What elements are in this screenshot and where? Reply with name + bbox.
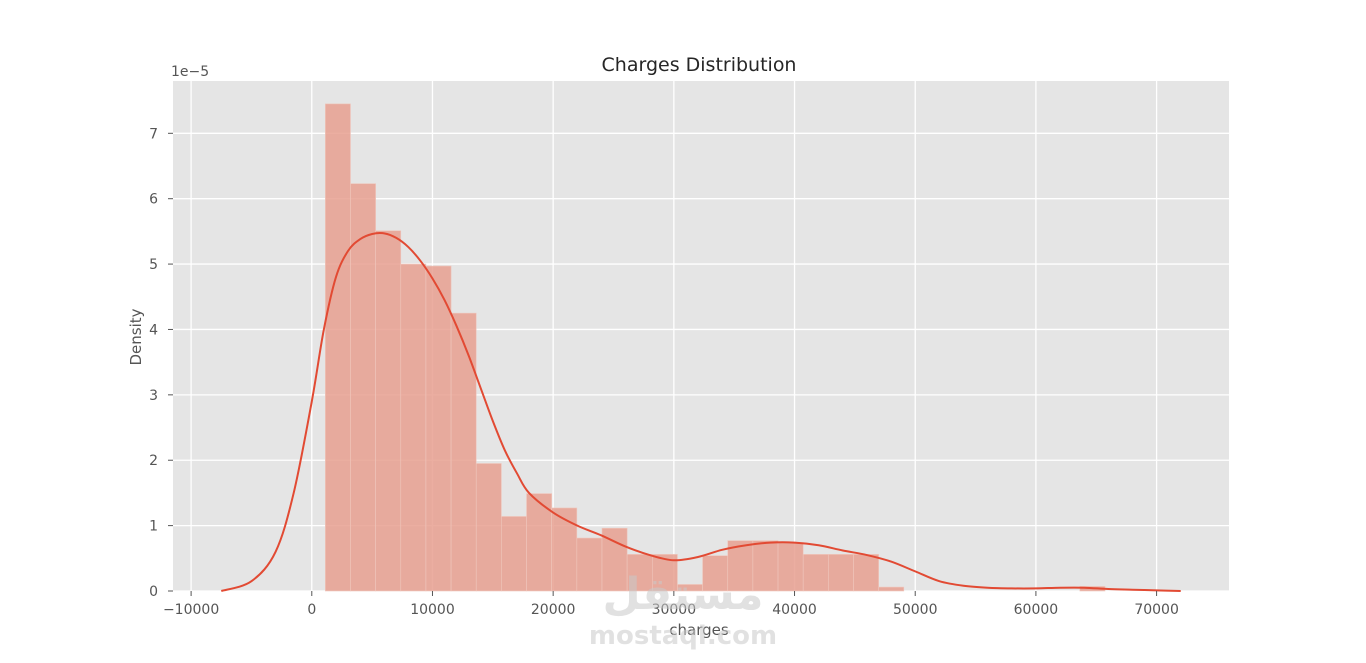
y-offset-text: 1e−5 [171, 64, 209, 80]
histogram-bar [601, 527, 628, 592]
y-tick-label: 7 [149, 126, 158, 142]
histogram-bar [350, 183, 376, 592]
x-axis-ticks: −10000 0 10000 20000 30000 40000 50000 60000 700… [163, 591, 1179, 618]
y-axis-label: Density [127, 308, 145, 365]
y-tick-label: 2 [149, 453, 158, 469]
watermark-arabic: مستقل [603, 569, 764, 620]
y-axis-ticks: 0 1 2 3 4 5 6 7 [149, 126, 173, 600]
histogram-bar [853, 554, 879, 592]
histogram-bar [475, 463, 502, 592]
kde-line [220, 232, 1181, 592]
x-axis-label: charges [669, 621, 729, 639]
histogram-bar [802, 554, 829, 592]
histogram-bar [325, 103, 351, 592]
histogram-bar [375, 230, 402, 592]
histogram-bar [551, 507, 578, 592]
histogram-bars [325, 103, 1106, 592]
histogram-bar [450, 312, 477, 592]
histogram-bar [425, 265, 452, 592]
y-tick-label: 4 [149, 322, 158, 338]
histogram-bar [727, 540, 754, 592]
x-tick-label: 20000 [531, 602, 576, 618]
x-tick-label: 40000 [772, 602, 817, 618]
chart-title: Charges Distribution [602, 54, 797, 76]
y-tick-label: 5 [149, 257, 158, 273]
y-tick-label: 3 [149, 388, 158, 404]
histogram-bar [626, 554, 653, 592]
x-tick-label: 10000 [410, 602, 455, 618]
x-tick-label: 60000 [1014, 602, 1059, 618]
x-tick-label: 50000 [893, 602, 938, 618]
histogram-bar [878, 586, 905, 592]
y-tick-label: 0 [149, 584, 158, 600]
x-tick-label: 0 [307, 602, 316, 618]
histogram-bar [828, 554, 854, 592]
x-tick-label: 30000 [652, 602, 697, 618]
histogram-bar [752, 540, 779, 592]
histogram-bar [400, 263, 427, 592]
x-tick-label: −10000 [163, 602, 219, 618]
y-tick-label: 1 [149, 519, 158, 535]
histogram-bar [501, 516, 527, 592]
histogram-bar [576, 537, 603, 592]
histogram-bar [702, 555, 729, 592]
x-tick-label: 70000 [1134, 602, 1179, 618]
watermark-text: mostaql.com [589, 621, 777, 651]
y-tick-label: 6 [149, 192, 158, 208]
histogram-bar [777, 542, 804, 592]
